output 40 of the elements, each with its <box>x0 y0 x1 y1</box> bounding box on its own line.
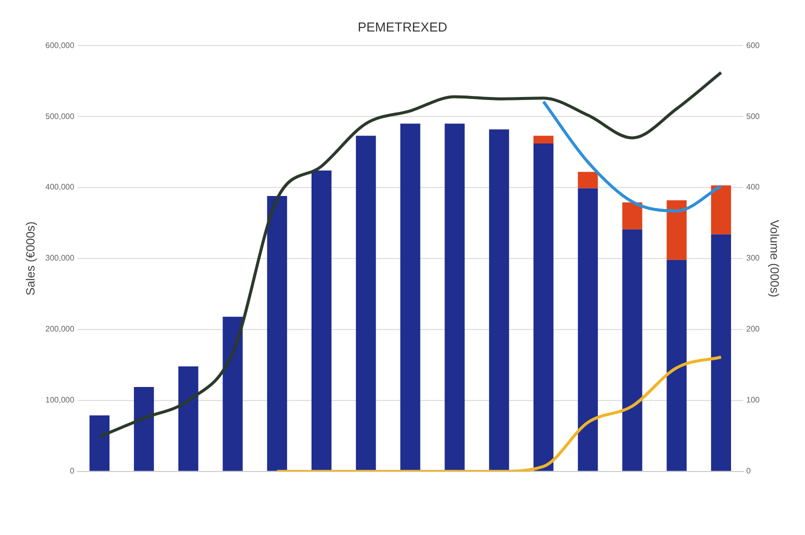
y2-tick-label: 300 <box>746 254 760 263</box>
y-tick-label: 400,000 <box>45 182 75 192</box>
y2-tick-label: 0 <box>746 466 752 476</box>
bar <box>134 386 154 471</box>
line-series <box>276 356 723 472</box>
bar <box>312 170 332 471</box>
line-series <box>542 100 723 212</box>
y-tick-label: 500,000 <box>45 112 75 121</box>
bar <box>90 415 110 471</box>
y-tick-label: 100,000 <box>45 396 75 405</box>
bar <box>533 144 554 471</box>
bar <box>400 124 420 471</box>
y2-tick-label: 600 <box>746 40 760 50</box>
y2-tick-label: 200 <box>746 324 760 334</box>
bar <box>267 196 288 471</box>
line-series <box>98 71 723 438</box>
y-tick-label: 600,000 <box>45 40 75 50</box>
bar <box>444 124 465 471</box>
bar <box>533 136 554 144</box>
bar <box>222 316 243 471</box>
bar <box>578 172 598 188</box>
bar <box>622 229 642 471</box>
bar <box>711 185 732 234</box>
y2-tick-label: 100 <box>746 396 760 405</box>
y-tick-label: 0 <box>70 466 75 476</box>
chart-title: PEMETREXED <box>358 19 448 34</box>
y-axis-title: Sales (€000s) <box>24 221 38 296</box>
bar <box>578 188 598 471</box>
bar <box>356 136 376 471</box>
y-tick-label: 300,000 <box>45 254 75 263</box>
y-tick-label: 200,000 <box>45 324 75 334</box>
bar <box>178 366 198 471</box>
bar <box>666 260 687 471</box>
bar <box>711 234 732 471</box>
bar <box>622 202 642 230</box>
bar <box>489 129 510 471</box>
bar <box>666 200 687 260</box>
y2-tick-label: 500 <box>746 112 760 121</box>
y2-tick-label: 400 <box>746 182 760 192</box>
y2-axis-title: Volume (000s) <box>767 220 782 298</box>
